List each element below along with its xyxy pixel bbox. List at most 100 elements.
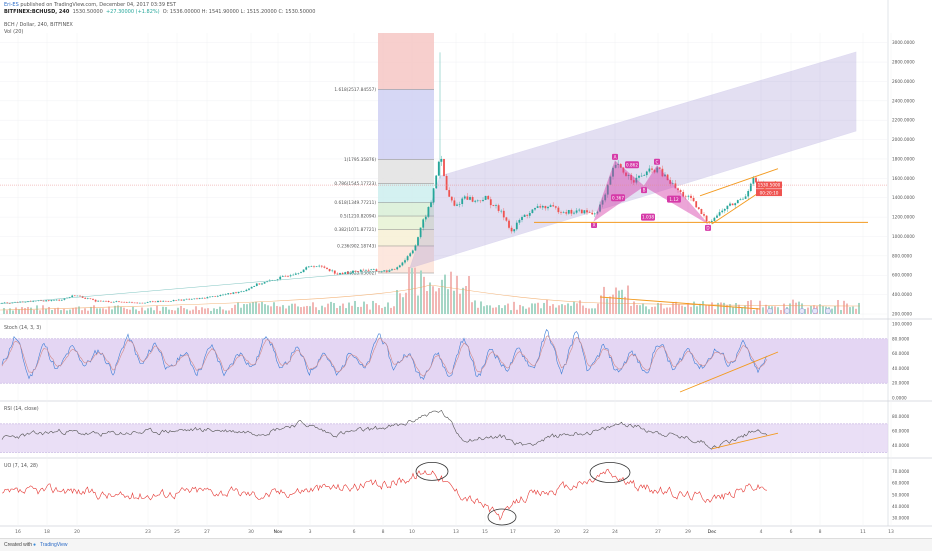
volume-bar: [606, 298, 608, 314]
candle-body: [167, 300, 170, 302]
volume-bar: [273, 302, 275, 314]
volume-bar: [252, 302, 254, 314]
candle-body: [94, 299, 97, 302]
candle-body: [669, 180, 672, 184]
volume-bar: [612, 294, 614, 314]
volume-bar: [324, 307, 326, 314]
candle-body: [3, 302, 6, 304]
candle-body: [531, 209, 534, 214]
time-axis-label: 8: [819, 529, 822, 535]
volume-bar: [345, 308, 347, 314]
volume-bar: [150, 307, 152, 314]
candle-body: [349, 272, 352, 274]
volume-bar: [519, 304, 521, 314]
candle-body: [326, 267, 328, 269]
volume-bar: [384, 306, 386, 314]
volume-bar: [375, 303, 377, 314]
pattern-point-label: C: [656, 159, 659, 164]
candle-body: [55, 299, 58, 301]
fibonacci-zone: [378, 216, 434, 230]
volume-bar: [582, 305, 584, 314]
candle-body: [591, 212, 594, 215]
candle-body: [42, 300, 45, 302]
volume-bar: [792, 299, 794, 314]
candle-body: [357, 271, 360, 273]
volume-bar: [702, 301, 704, 314]
pattern-point-marker: [654, 158, 660, 165]
volume-bar: [669, 307, 671, 314]
volume-bar: [480, 301, 482, 314]
volume-bar: [261, 301, 263, 314]
volume-bar: [54, 308, 56, 314]
author-link[interactable]: Eri-ES: [4, 2, 19, 8]
candle-body: [596, 211, 599, 214]
time-axis-label: 27: [204, 529, 210, 535]
volume-bar: [57, 307, 59, 314]
candle-body: [617, 164, 620, 165]
candle-body: [401, 262, 404, 266]
candle-body: [409, 253, 412, 257]
candle-body: [47, 300, 50, 301]
volume-bar: [51, 309, 53, 314]
volume-bar: [426, 291, 428, 314]
volume-bar: [69, 309, 71, 314]
candle-body: [136, 302, 139, 304]
candle-body: [336, 273, 339, 275]
fibonacci-zone: [378, 89, 434, 160]
volume-bar: [630, 305, 632, 314]
time-axis-label: 6: [790, 529, 793, 535]
volume-bar: [204, 308, 206, 314]
time-axis-label: Dec: [708, 529, 717, 535]
volume-bar: [525, 308, 527, 314]
candle-body: [437, 161, 440, 176]
footer-brand[interactable]: TradingView: [40, 542, 68, 548]
volume-bar: [84, 308, 86, 314]
candle-body: [690, 195, 692, 198]
volume-bar: [402, 297, 404, 314]
candle-body: [289, 275, 292, 277]
candle-body: [645, 171, 648, 176]
uo-axis-label: 50.0000: [892, 492, 910, 497]
candle-body: [539, 206, 542, 208]
candle-body: [484, 195, 487, 200]
volume-bar: [258, 303, 260, 314]
time-axis-label: 10: [409, 529, 415, 535]
candle-body: [196, 298, 198, 300]
candle-body: [396, 267, 399, 270]
candle-body: [489, 199, 492, 206]
volume-bar: [390, 307, 392, 314]
volume-bar: [300, 307, 302, 314]
volume-bar: [585, 307, 587, 314]
volume-bar: [579, 300, 581, 314]
volume-bar: [774, 306, 776, 314]
candle-body: [229, 293, 232, 294]
volume-bar: [798, 301, 800, 314]
pattern-point-marker: [612, 153, 618, 160]
volume-bar: [459, 293, 461, 314]
candle-body: [443, 158, 445, 177]
event-marker-icon: [799, 308, 805, 314]
footer-created-with: Created with: [4, 542, 33, 548]
candle-body: [120, 301, 123, 303]
volume-bar: [339, 305, 341, 314]
volume-bar: [648, 309, 650, 314]
volume-bar: [780, 309, 782, 314]
volume-bar: [492, 307, 494, 314]
candle-body: [687, 195, 690, 197]
event-marker-icon: [825, 308, 831, 314]
candle-body: [469, 197, 471, 200]
candle-body: [240, 291, 243, 293]
candle-body: [203, 297, 206, 299]
pattern-point-marker: [641, 187, 647, 194]
volume-bar: [690, 306, 692, 314]
volume-bar: [735, 303, 737, 314]
candle-body: [456, 204, 458, 206]
volume-bar: [276, 306, 278, 314]
volume-bar: [795, 302, 797, 314]
stoch-title: Stoch (14, 3, 3): [4, 325, 41, 331]
volume-bar: [381, 308, 383, 314]
tradingview-logo-icon[interactable]: ●: [33, 542, 37, 548]
time-axis-label: 20: [554, 529, 560, 535]
candle-body: [354, 270, 357, 272]
